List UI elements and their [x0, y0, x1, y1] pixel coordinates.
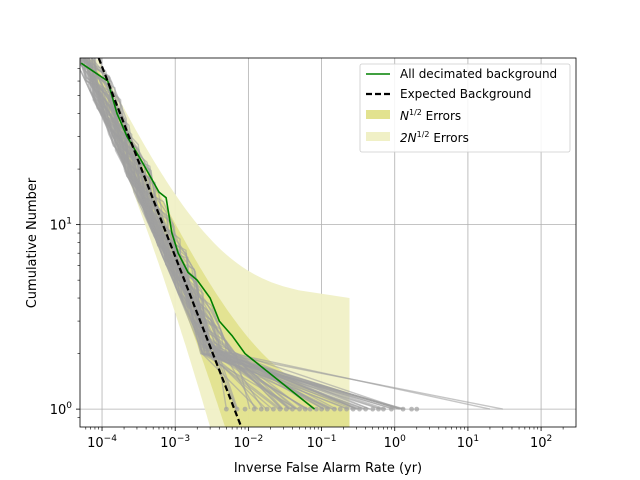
background-marker: [313, 406, 319, 412]
background-marker: [302, 406, 308, 412]
background-marker: [388, 406, 394, 412]
background-marker: [357, 406, 362, 412]
background-marker: [414, 406, 420, 412]
background-marker: [332, 406, 337, 412]
y-tick-label: 100: [50, 401, 73, 418]
legend-box: [359, 63, 571, 153]
background-marker: [258, 406, 264, 412]
background-marker: [400, 406, 406, 412]
background-curve: [80, 58, 503, 410]
axis-ticks: 10−4 10−3 10−2 10−1 100 101 102 100 101: [50, 68, 564, 451]
background-marker: [409, 406, 414, 412]
background-marker: [370, 406, 376, 412]
x-tick-label: 10−2: [233, 434, 263, 451]
background-marker: [350, 406, 356, 412]
series-lines: [80, 58, 315, 427]
background-marker: [223, 406, 229, 412]
background-marker: [344, 406, 350, 412]
band-2n-errors: [82, 59, 350, 427]
x-tick-label: 100: [384, 434, 407, 451]
legend-swatch-2n-errors: [366, 132, 390, 141]
y-axis-label: Cumulative Number: [25, 177, 40, 308]
legend-swatch-n-errors: [366, 110, 390, 119]
x-tick-label: 10−3: [160, 434, 190, 451]
background-marker: [324, 406, 330, 412]
legend-label-expected: Expected Background: [400, 87, 531, 101]
background-marker: [337, 406, 343, 412]
x-tick-label: 10−1: [307, 434, 337, 451]
series-line-all-decimated-background: [80, 62, 315, 410]
background-marker: [271, 406, 276, 412]
background-marker: [376, 406, 381, 412]
x-tick-label: 101: [457, 434, 479, 451]
legend-label-n-errors: N1/2 Errors: [400, 108, 461, 123]
background-marker: [290, 406, 295, 412]
x-tick-label: 102: [530, 434, 552, 451]
legend-label-decimated: All decimated background: [400, 67, 557, 81]
background-marker: [363, 406, 369, 412]
legend-label-2n-errors: 2N1/2 Errors: [400, 130, 469, 145]
x-axis-label: Inverse False Alarm Rate (yr): [234, 461, 422, 476]
background-marker: [251, 406, 257, 412]
background-curve: [88, 78, 491, 410]
background-marker: [380, 406, 386, 412]
background-marker: [283, 406, 289, 412]
y-tick-label: 101: [50, 217, 72, 234]
background-marker: [297, 406, 302, 412]
background-marker: [319, 406, 324, 412]
background-curve: [90, 58, 308, 410]
background-marker: [277, 406, 283, 412]
series-line-expected-background: [97, 58, 243, 427]
background-marker: [242, 406, 248, 412]
legend: All decimated background Expected Backgr…: [359, 63, 571, 153]
background-marker: [307, 406, 313, 412]
background-marker: [264, 406, 270, 412]
x-tick-label: 10−4: [87, 434, 117, 451]
background-curves: [80, 58, 503, 412]
